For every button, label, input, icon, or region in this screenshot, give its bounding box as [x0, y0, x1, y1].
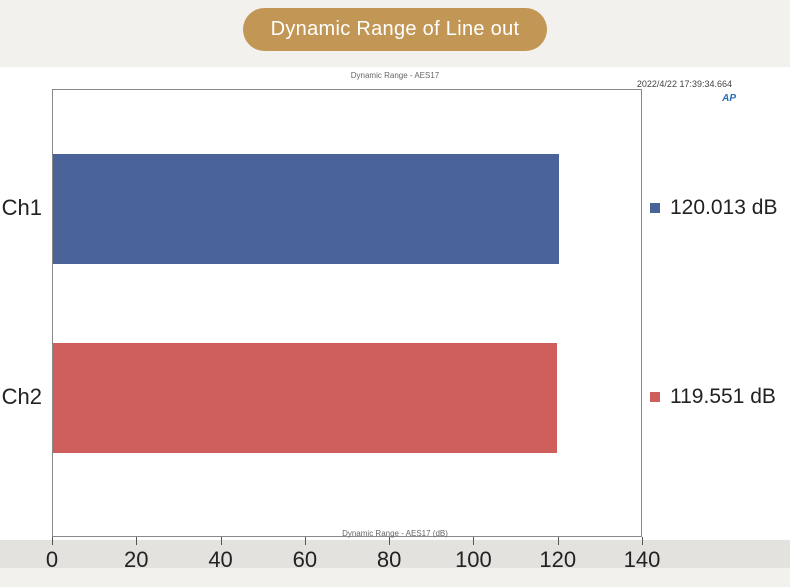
x-tick-label: 140	[624, 547, 661, 573]
chart-timestamp: 2022/4/22 17:39:34.664	[637, 79, 732, 89]
plot-area	[52, 89, 642, 537]
y-axis-label-ch2: Ch2	[0, 384, 48, 410]
x-axis: 020406080100120140	[52, 547, 642, 587]
legend-swatch-ch2	[650, 392, 660, 402]
x-tick-label: 120	[539, 547, 576, 573]
x-tick-label: 40	[208, 547, 232, 573]
x-tick-label: 0	[46, 547, 58, 573]
x-tick-label: 20	[124, 547, 148, 573]
value-row-ch1: 120.013 dB	[650, 196, 790, 220]
value-ch2: 119.551 dB	[670, 385, 776, 409]
y-axis-label-ch1: Ch1	[0, 195, 48, 221]
x-tick-label: 60	[293, 547, 317, 573]
bar-ch1	[53, 154, 559, 264]
ap-logo: AP	[722, 93, 736, 104]
x-tick-label: 80	[377, 547, 401, 573]
page-title-badge: Dynamic Range of Line out	[243, 8, 548, 51]
legend-swatch-ch1	[650, 203, 660, 213]
x-tick-label: 100	[455, 547, 492, 573]
bar-ch2	[53, 343, 557, 453]
chart-container: Dynamic Range - AES17 2022/4/22 17:39:34…	[0, 67, 790, 540]
chart-footer-caption: Dynamic Range - AES17 (dB)	[0, 529, 790, 538]
value-ch1: 120.013 dB	[670, 196, 777, 220]
value-row-ch2: 119.551 dB	[650, 385, 790, 409]
